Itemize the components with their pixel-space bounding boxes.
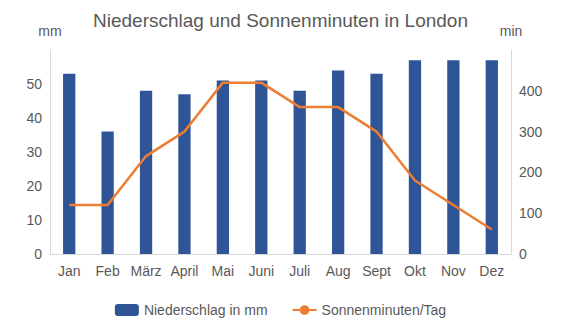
svg-text:Okt: Okt xyxy=(404,263,426,279)
svg-text:40: 40 xyxy=(26,110,42,126)
svg-text:Mai: Mai xyxy=(212,263,235,279)
svg-text:Sonnenminuten/Tag: Sonnenminuten/Tag xyxy=(322,302,447,318)
svg-text:Jan: Jan xyxy=(58,263,81,279)
svg-text:0: 0 xyxy=(34,246,42,262)
svg-text:50: 50 xyxy=(26,76,42,92)
svg-text:mm: mm xyxy=(38,23,61,39)
svg-text:400: 400 xyxy=(519,83,543,99)
svg-text:Niederschlag und Sonnenminuten: Niederschlag und Sonnenminuten in London xyxy=(93,10,468,31)
svg-text:min: min xyxy=(500,23,523,39)
svg-text:0: 0 xyxy=(519,246,527,262)
svg-text:Juli: Juli xyxy=(289,263,310,279)
svg-text:Nov: Nov xyxy=(441,263,466,279)
svg-text:Niederschlag in mm: Niederschlag in mm xyxy=(144,302,268,318)
svg-text:10: 10 xyxy=(26,212,42,228)
svg-text:März: März xyxy=(130,263,161,279)
svg-text:300: 300 xyxy=(519,124,543,140)
svg-text:100: 100 xyxy=(519,205,543,221)
svg-text:Dez: Dez xyxy=(479,263,504,279)
svg-text:Juni: Juni xyxy=(248,263,274,279)
svg-text:20: 20 xyxy=(26,178,42,194)
svg-text:April: April xyxy=(170,263,198,279)
svg-text:200: 200 xyxy=(519,164,543,180)
svg-text:Aug: Aug xyxy=(326,263,351,279)
svg-text:Feb: Feb xyxy=(96,263,120,279)
svg-text:30: 30 xyxy=(26,144,42,160)
svg-text:Sept: Sept xyxy=(362,263,391,279)
